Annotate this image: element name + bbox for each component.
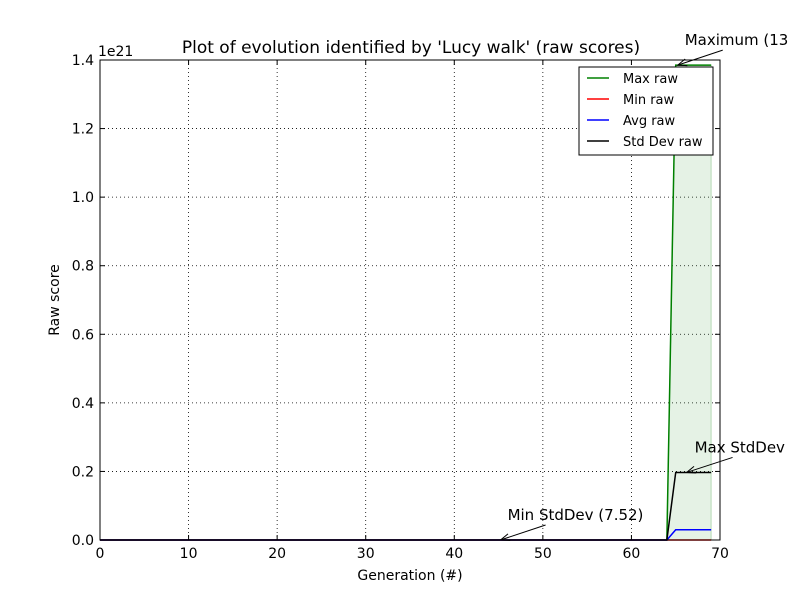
annotation-max-stddev: Max StdDev [695, 438, 785, 456]
legend-label-min-raw: Min raw [623, 93, 675, 108]
y-tick-label: 0.6 [72, 327, 94, 343]
chart-title: Plot of evolution identified by 'Lucy wa… [182, 38, 640, 58]
series-line-avg-raw [100, 528, 712, 541]
annotation-arrow-head [676, 58, 688, 67]
y-tick-label: 1.2 [72, 122, 94, 138]
x-tick-label: 40 [445, 546, 463, 562]
y-tick-label: 1.4 [72, 53, 94, 69]
y-tick-label: 0.2 [72, 464, 94, 480]
annotations: Maximum (13 Max StdDev Min StdDev (7.52) [499, 31, 789, 541]
x-tick-label: 70 [711, 546, 729, 562]
annotation-arrow-head [499, 533, 511, 541]
axis-ticks: 0 10 20 30 40 50 60 70 0.0 0.2 0.4 0.6 0.8 1.0 1.2 1.4 [72, 53, 729, 562]
annotation-arrow-head [685, 465, 697, 474]
y-tick-label: 0.0 [72, 533, 94, 549]
x-tick-label: 20 [268, 546, 286, 562]
x-tick-label: 10 [180, 546, 198, 562]
y-tick-label: 1.0 [72, 190, 94, 206]
annotation-arrow-line [500, 524, 546, 541]
x-tick-label: 0 [96, 546, 105, 562]
legend: Max raw Min raw Avg raw Std Dev raw [578, 66, 714, 156]
y-axis-label: Raw score [47, 264, 63, 336]
legend-label-avg-raw: Avg raw [623, 114, 676, 129]
plot-frame [99, 59, 721, 541]
x-tick-label: 30 [357, 546, 375, 562]
annotation-arrow-line [677, 49, 723, 66]
x-axis-label: Generation (#) [357, 568, 462, 584]
x-tick-label: 50 [534, 546, 552, 562]
legend-label-std-dev-raw: Std Dev raw [623, 135, 703, 150]
y-tick-label: 0.8 [72, 259, 94, 275]
y-tick-label: 0.4 [72, 396, 94, 412]
annotation-maximum-13: Maximum (13 [685, 31, 789, 49]
y-offset-label: 1e21 [98, 44, 133, 60]
x-tick-label: 60 [623, 546, 641, 562]
annotation-min-stddev-7-52: Min StdDev (7.52) [508, 506, 644, 524]
annotation-arrow-line [686, 456, 733, 473]
legend-label-max-raw: Max raw [623, 72, 678, 87]
